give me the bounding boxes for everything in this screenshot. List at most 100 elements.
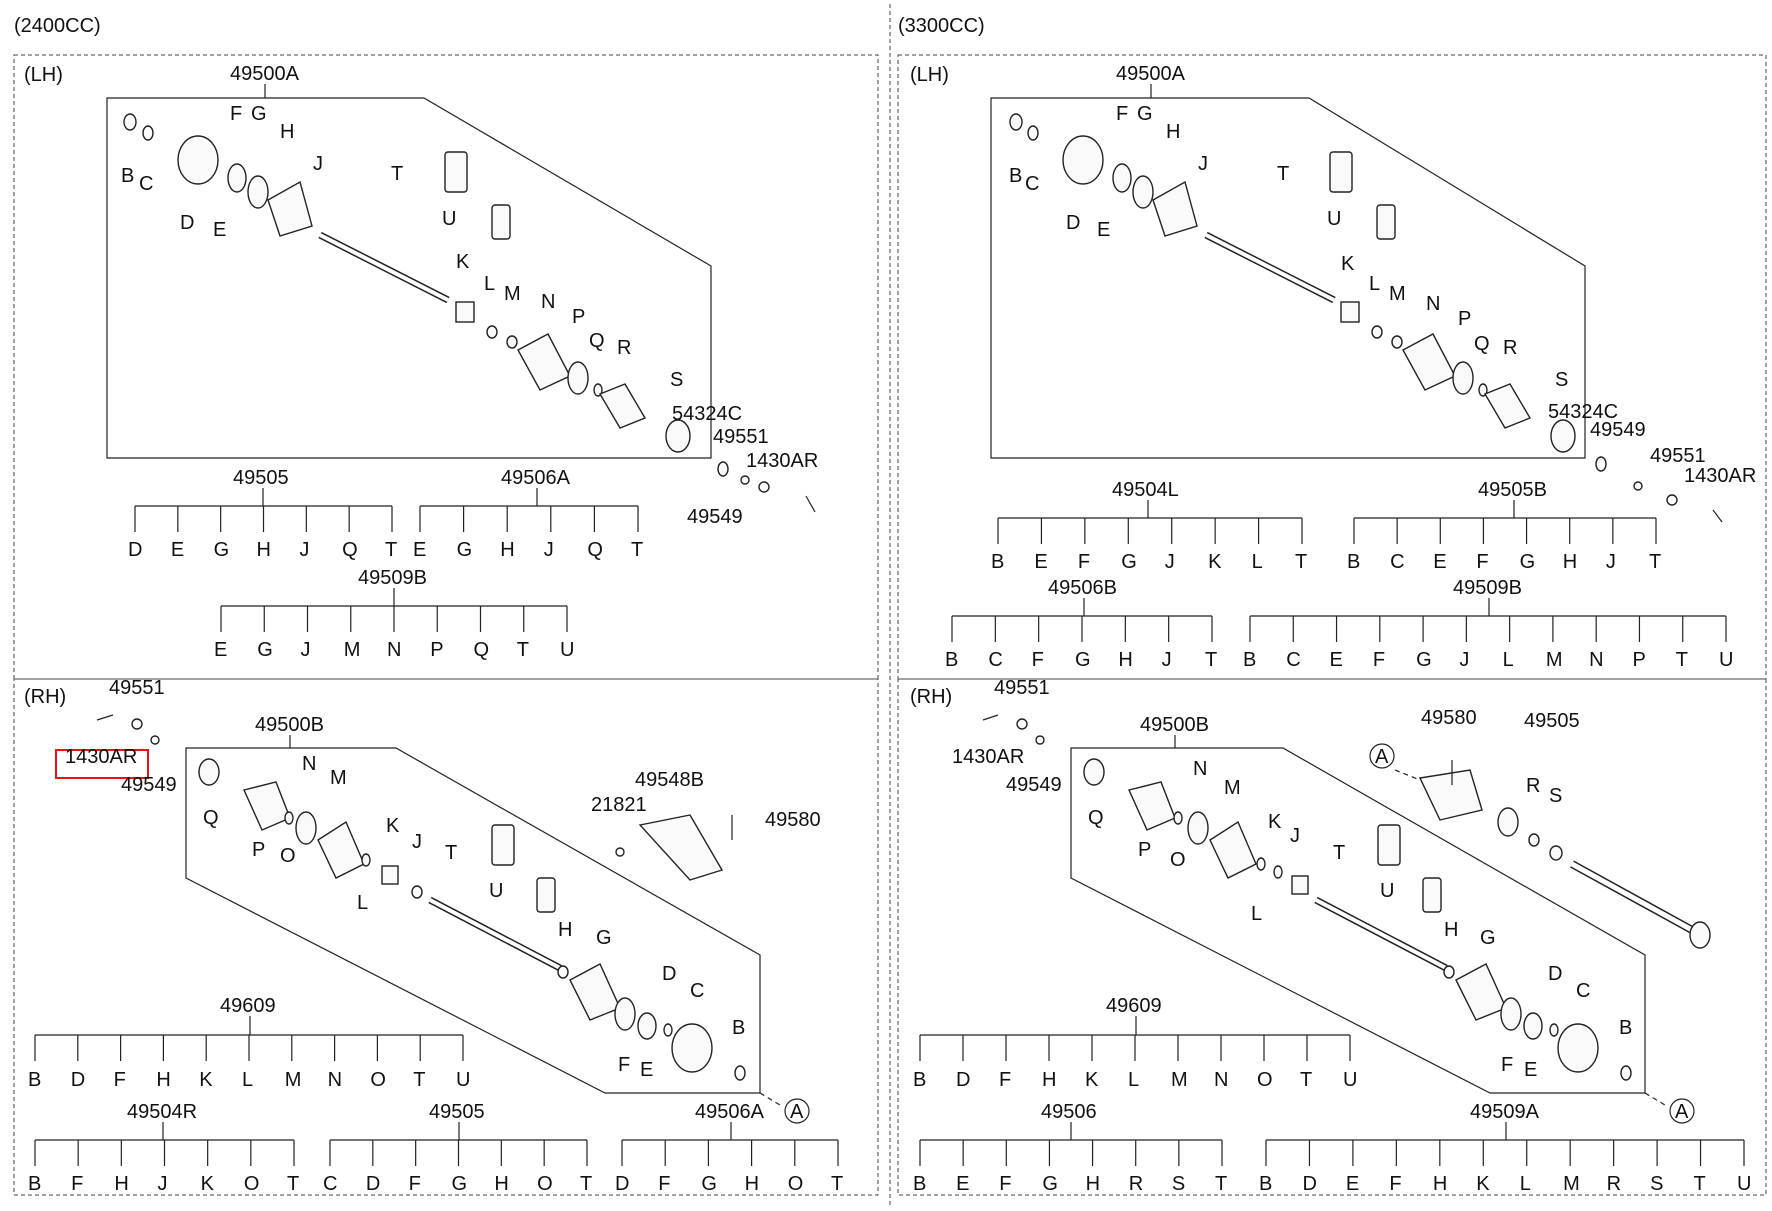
grease-u — [536, 877, 556, 913]
clip-s — [1549, 845, 1563, 861]
kit-item-e: E — [1330, 649, 1343, 671]
clip-c — [1027, 125, 1039, 141]
part-label-q: Q — [589, 330, 605, 352]
kit-item-n: N — [1214, 1069, 1228, 1091]
grease-t — [1377, 824, 1401, 866]
grease-t — [444, 151, 468, 193]
kit-item-m: M — [1546, 649, 1563, 671]
kit-item-l: L — [242, 1069, 253, 1091]
bracket-49505 — [1418, 769, 1483, 821]
shaft-highlight — [429, 898, 561, 970]
kit-item-l: L — [1503, 649, 1514, 671]
part-label-h: H — [1444, 919, 1458, 941]
kit-item-h: H — [156, 1069, 170, 1091]
kit-item-c: C — [1390, 551, 1404, 573]
part-labels: B C D E F GHJ KL M NPQ R S T U — [1009, 103, 1568, 391]
kit-code: 49509B — [1453, 577, 1522, 599]
extra-part-1430ar: 1430AR — [952, 746, 1024, 768]
part-label-j: J — [1198, 153, 1208, 175]
kit-item-l: L — [1252, 551, 1263, 573]
kit-item-d: D — [956, 1069, 970, 1091]
grease-u — [491, 204, 511, 240]
kit-item-e: E — [1034, 551, 1047, 573]
kit-code: 49504L — [1112, 479, 1179, 501]
nut-49551 — [1666, 494, 1678, 506]
extra-labels: 49551 1430AR 49549 49548B 21821 49580 — [65, 677, 821, 831]
assembly-number: 49500B — [255, 714, 324, 736]
callout-leader — [759, 1092, 781, 1106]
kit-item-g: G — [1416, 649, 1432, 671]
kit-item-f: F — [1476, 551, 1488, 573]
kit-item-g: G — [452, 1173, 468, 1195]
boot-n — [517, 333, 571, 391]
kit-groups: 49504L B E F G J K L T 49505B B C E F G H J T 49506B B C F G H J… — [945, 479, 1733, 671]
kit-item-d: D — [615, 1173, 629, 1195]
kit-item-f: F — [1032, 649, 1044, 671]
part-label-l: L — [484, 273, 495, 295]
part-label-g: G — [1137, 103, 1153, 125]
kit-item-h: H — [1118, 649, 1132, 671]
ring-f — [614, 997, 636, 1031]
header-3300cc: (3300CC) — [898, 15, 985, 37]
kit-group-49504l: 49504L B E F G J K L T — [991, 479, 1307, 573]
part-label-l: L — [357, 892, 368, 914]
extra-part-49505: 49505 — [1524, 710, 1580, 732]
kit-item-k: K — [201, 1173, 215, 1195]
kit-item-r: R — [1129, 1173, 1143, 1195]
kit-item-b: B — [913, 1069, 926, 1091]
kit-item-t: T — [580, 1173, 592, 1195]
kit-group-49609: 49609 B D F H K L M N O T U — [28, 995, 470, 1091]
pin-1430ar — [805, 495, 816, 513]
ring-n — [1187, 811, 1209, 845]
inner-joint-r — [598, 383, 647, 429]
ring-p — [1452, 361, 1474, 395]
part-label-b: B — [1619, 1017, 1632, 1039]
boot-n — [1402, 333, 1456, 391]
part-label-t: T — [445, 842, 457, 864]
kit-item-t: T — [413, 1069, 425, 1091]
part-label-h: H — [280, 121, 294, 143]
ring-n — [295, 811, 317, 845]
part-label-u: U — [1380, 880, 1394, 902]
shaft-end-ring — [1689, 921, 1711, 949]
kit-item-u: U — [1343, 1069, 1357, 1091]
kit-item-t: T — [1649, 551, 1661, 573]
washer-49549 — [1035, 735, 1045, 745]
part-label-b: B — [732, 1017, 745, 1039]
header-2400cc: (2400CC) — [14, 15, 101, 37]
kit-item-f: F — [1373, 649, 1385, 671]
callout-leader-top — [1394, 769, 1421, 781]
clip-o — [284, 811, 294, 825]
pin-1430ar — [982, 714, 999, 721]
washer-49549 — [1633, 481, 1643, 491]
part-label-h: H — [1166, 121, 1180, 143]
nut-49551 — [1016, 718, 1028, 730]
kit-item-m: M — [344, 639, 361, 661]
kit-item-g: G — [1121, 551, 1137, 573]
kit-item-t: T — [1295, 551, 1307, 573]
kit-item-h: H — [257, 539, 271, 561]
kit-item-g: G — [1042, 1173, 1058, 1195]
side-label: (RH) — [910, 686, 952, 708]
part-label-q: Q — [1088, 807, 1104, 829]
part-labels: B CD EF G H JK L MN OP Q T U — [203, 753, 745, 1081]
callout-circle-top — [1369, 743, 1395, 769]
kit-item-b: B — [1259, 1173, 1272, 1195]
kit-group-49506: 49506 B E F G H R S T — [913, 1101, 1227, 1195]
nut-49551 — [758, 481, 770, 493]
part-label-k: K — [1341, 253, 1355, 275]
ring-e — [637, 1012, 657, 1040]
assembly-number: 49500A — [1116, 63, 1186, 85]
part-label-d: D — [180, 212, 194, 234]
kit-item-e: E — [413, 539, 426, 561]
outer-joint-housing — [177, 135, 219, 185]
kit-code: 49609 — [220, 995, 276, 1017]
extra-part-49549: 49549 — [121, 774, 177, 796]
panel-frame-2400-rh — [13, 678, 879, 1196]
panel-frame-2400-lh — [13, 54, 879, 680]
extra-part-49551: 49551 — [994, 677, 1050, 699]
callout-letter-top: A — [1375, 746, 1389, 768]
part-label-e: E — [640, 1059, 653, 1081]
pin-1430ar — [1712, 509, 1723, 523]
